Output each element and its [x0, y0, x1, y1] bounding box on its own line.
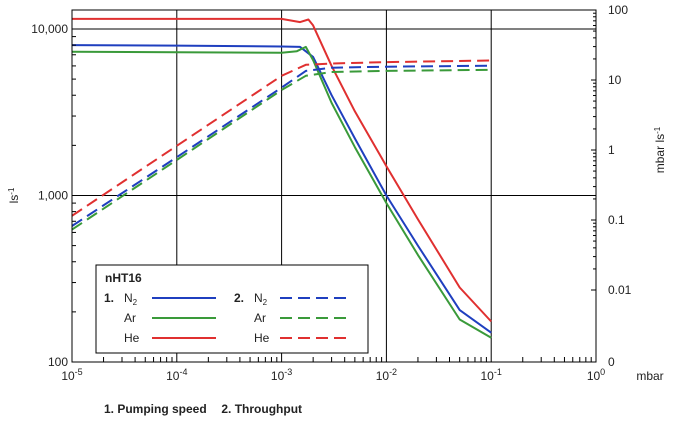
- caption-pumping-speed: 1. Pumping speed: [104, 402, 207, 416]
- series-pumping-speed-n2: [71, 44, 492, 334]
- x-tick-label: 10-1: [481, 367, 502, 383]
- y-right-tick-label: 0.1: [608, 213, 625, 227]
- y-left-tick-label: 1,000: [38, 188, 68, 202]
- x-tick-label: 10-5: [61, 367, 82, 383]
- chart: 10-5 10-4 10-3 10-2 10-1 100 mbar1001,00010,00…: [7, 3, 667, 383]
- series-throughput-ar: [71, 68, 492, 231]
- y-right-tick-label: 0.01: [608, 283, 632, 297]
- legend-label: N2: [254, 291, 268, 307]
- series-throughput-he: [71, 59, 492, 217]
- axes: [71, 9, 597, 363]
- y-right-axis-label: mbar ls-1: [653, 126, 667, 173]
- series-throughput-n2: [71, 64, 492, 227]
- chart-caption: 1. Pumping speed 2. Throughput: [104, 402, 302, 416]
- series-pumping-speed-he: [72, 17, 492, 323]
- x-tick-label: 10-4: [166, 367, 187, 383]
- legend-label: He: [254, 331, 270, 345]
- y-right-tick-label: 1: [608, 143, 615, 157]
- y-right-tick-label: 100: [608, 3, 628, 17]
- x-tick-label: 100: [587, 367, 605, 383]
- tick-layer: 10-5 10-4 10-3 10-2 10-1 100 mbar1001,00010,00…: [7, 3, 667, 383]
- y-left-axis-label: ls-1: [7, 187, 21, 203]
- series-layer: [71, 17, 492, 339]
- legend: nHT16 1. N2 Ar He 2. N2 Ar He: [95, 264, 369, 354]
- legend-label: N2: [124, 291, 138, 307]
- legend-group-number: 1.: [104, 291, 114, 305]
- legend-label: Ar: [124, 311, 136, 325]
- x-tick-label: 10-2: [376, 367, 397, 383]
- plot-frame: [71, 9, 597, 363]
- y-left-tick-label: 100: [48, 355, 68, 369]
- legend-title: nHT16: [105, 271, 142, 285]
- y-left-tick-label: 10,000: [31, 22, 68, 36]
- x-tick-label: 10-3: [271, 367, 292, 383]
- caption-throughput: 2. Throughput: [221, 402, 303, 416]
- legend-label: Ar: [254, 311, 266, 325]
- legend-group-number: 2.: [234, 291, 244, 305]
- y-right-tick-label: 0: [608, 355, 615, 369]
- legend-label: He: [124, 331, 140, 345]
- x-axis-label: mbar: [636, 369, 663, 383]
- y-right-tick-label: 10: [608, 73, 622, 87]
- series-pumping-speed-ar: [71, 45, 492, 339]
